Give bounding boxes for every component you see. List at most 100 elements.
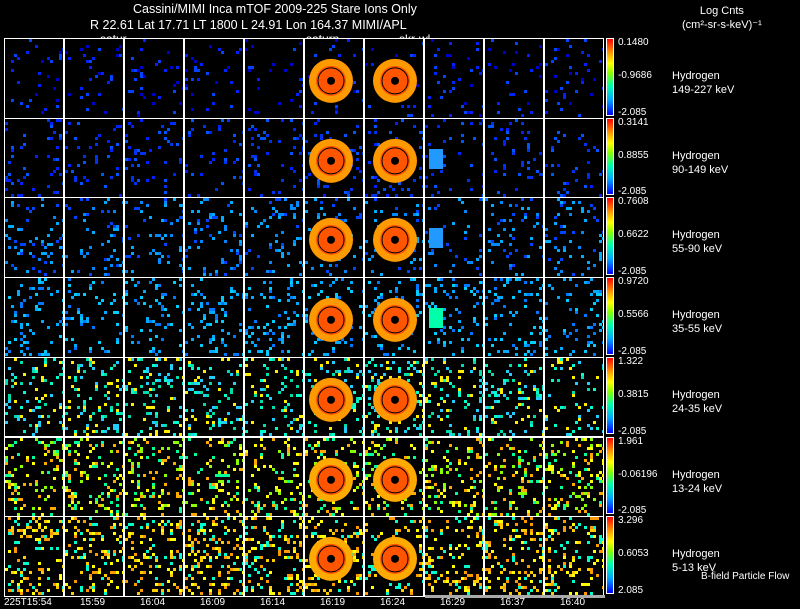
colorbar (606, 277, 614, 355)
image-cell (124, 277, 184, 358)
image-cell (184, 38, 244, 119)
colorbar-mid: 0.8855 (618, 149, 649, 161)
species-name: Hydrogen (672, 229, 720, 242)
colorbar-max: 3.296 (618, 515, 644, 527)
image-cell (364, 356, 424, 438)
colorbar (606, 117, 614, 196)
image-cell (424, 38, 484, 119)
image-cell (4, 117, 64, 199)
time-tick-label: 16:24 (380, 597, 406, 608)
energy-range: 35-55 keV (672, 323, 723, 336)
plot-title: Cassini/MIMI Inca mTOF 2009-225 Stare Io… (133, 2, 417, 16)
image-cell (544, 197, 604, 279)
image-cell (4, 436, 64, 518)
image-cell (304, 117, 364, 199)
image-cell (184, 117, 244, 199)
time-tick-label: 16:04 (140, 597, 166, 608)
colorbar-mid: -0.9686 (618, 70, 652, 81)
colorbar-min: -2.085 (618, 266, 647, 278)
colorbar-max: 1.322 (618, 355, 644, 367)
image-cell (544, 356, 604, 438)
image-cell (544, 436, 604, 518)
colorbar-max: 0.3141 (618, 116, 649, 128)
image-cell (244, 356, 304, 438)
image-cell (244, 197, 304, 279)
colorbar-min: -2.085 (618, 106, 647, 118)
image-cell (304, 356, 364, 438)
image-cell (304, 277, 364, 358)
energy-range: 13-24 keV (672, 482, 723, 495)
image-cell (124, 117, 184, 199)
image-cell (64, 117, 124, 199)
image-cell (4, 356, 64, 438)
colorbar-max: 1.961 (618, 435, 644, 447)
image-cell (4, 38, 64, 119)
time-tick-label: 16:40 (560, 597, 586, 608)
time-tick-label: 225T15:54 (4, 597, 52, 608)
image-cell (364, 38, 424, 119)
image-cell (184, 356, 244, 438)
image-cell (544, 516, 604, 597)
image-cell (4, 197, 64, 279)
image-cell (244, 117, 304, 199)
species-name: Hydrogen (672, 548, 720, 561)
colorbar (606, 197, 614, 276)
image-cell (544, 117, 604, 199)
time-tick-label: 16:14 (260, 597, 286, 608)
image-cell (124, 38, 184, 119)
species-label: Hydrogen 35-55 keV (672, 308, 722, 336)
image-cell (64, 277, 124, 358)
time-tick-label: 15:59 (80, 597, 106, 608)
energy-range: 5-13 keV (672, 562, 717, 575)
species-label: Hydrogen 24-35 keV (672, 388, 722, 416)
species-label: Hydrogen 55-90 keV (672, 228, 722, 256)
image-cell (424, 277, 484, 358)
colorbar-min: -2.085 (618, 505, 647, 517)
image-cell (424, 197, 484, 279)
colorbar-max: 0.7608 (618, 196, 649, 208)
species-label: Hydrogen 13-24 keV (672, 468, 722, 496)
image-cell (484, 356, 544, 438)
colorbar (606, 356, 614, 435)
species-name: Hydrogen (672, 149, 720, 162)
species-label: Hydrogen 90-149 keV (672, 149, 728, 177)
energy-range: 90-149 keV (672, 163, 729, 176)
image-cell (304, 516, 364, 597)
image-cell (244, 516, 304, 597)
time-tick-label: 16:29 (440, 597, 466, 608)
image-cell (64, 436, 124, 518)
orbit-info: R 22.61 Lat 17.71 LT 1800 L 24.91 Lon 16… (90, 18, 407, 32)
image-cell (244, 436, 304, 518)
image-cell (484, 197, 544, 279)
image-cell (424, 516, 484, 597)
species-name: Hydrogen (672, 388, 720, 401)
image-cell (544, 277, 604, 358)
colorbar (606, 38, 614, 116)
colorbar-min: -2.085 (618, 345, 647, 357)
image-cell (124, 356, 184, 438)
colorbar-max: 0.9720 (618, 276, 649, 288)
image-grid (4, 38, 604, 597)
image-cell (364, 277, 424, 358)
image-cell (424, 117, 484, 199)
image-cell (544, 38, 604, 119)
species-name: Hydrogen (672, 70, 720, 82)
species-name: Hydrogen (672, 468, 720, 481)
image-cell (244, 38, 304, 119)
image-cell (124, 197, 184, 279)
colorbar (606, 436, 614, 515)
colorbar-max: 0.1480 (618, 37, 649, 48)
colorbar-min: 2.085 (618, 584, 644, 596)
species-label: Hydrogen 149-227 keV (672, 69, 734, 97)
image-cell (364, 117, 424, 199)
species-name: Hydrogen (672, 309, 720, 322)
image-cell (304, 436, 364, 518)
image-cell (64, 38, 124, 119)
image-cell (4, 516, 64, 597)
image-cell (64, 197, 124, 279)
image-cell (484, 38, 544, 119)
bfield-line (425, 595, 605, 598)
colorbar (606, 516, 614, 594)
energy-range: 24-35 keV (672, 402, 723, 415)
image-cell (304, 38, 364, 119)
